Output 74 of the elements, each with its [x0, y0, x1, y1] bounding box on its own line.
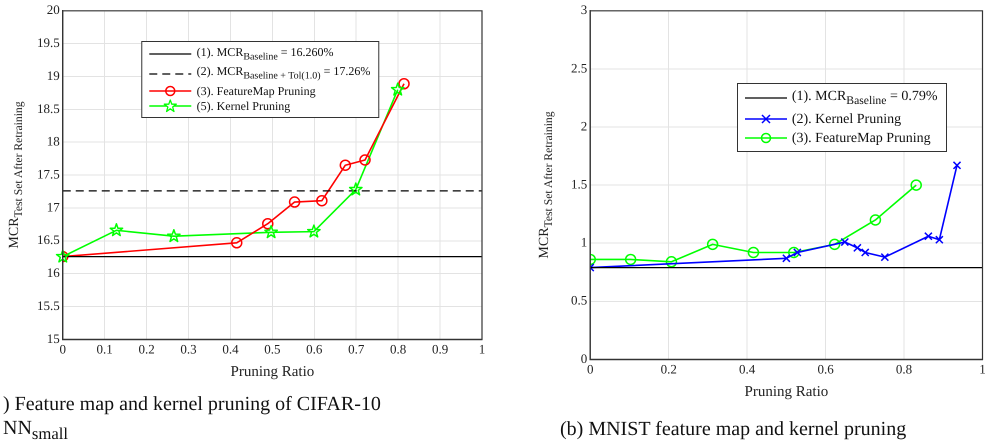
point	[782, 254, 791, 263]
x-tick-label: 0.5	[264, 342, 280, 357]
point	[166, 228, 181, 242]
text: ) Feature map and kernel pruning of CIFAR-10 NN$_{small}$	[3, 392, 382, 445]
point	[398, 78, 410, 90]
point	[624, 254, 636, 266]
point	[56, 249, 70, 263]
point	[788, 246, 800, 258]
point	[340, 159, 352, 171]
y-tick-label: 19.5	[37, 35, 60, 50]
point	[230, 237, 242, 249]
point	[828, 238, 840, 250]
legend-label: (2). Kernel Pruning	[792, 110, 902, 129]
point	[853, 244, 862, 252]
y-tick-label: 1.5	[571, 176, 588, 192]
x-tick-label: 0.2	[660, 362, 677, 377]
point	[840, 238, 850, 246]
x-tick-label: 0.4	[222, 342, 240, 357]
y-tick-label: 16	[46, 265, 60, 280]
point	[748, 246, 760, 258]
point	[264, 225, 278, 238]
point	[262, 218, 274, 230]
point	[316, 194, 328, 206]
point	[935, 235, 944, 244]
point	[288, 196, 300, 208]
point	[924, 232, 933, 241]
y-tick-label: 15.5	[37, 298, 60, 313]
point	[109, 223, 124, 236]
point	[910, 179, 922, 191]
y-tick-label: 17.5	[37, 166, 60, 182]
point	[706, 238, 718, 250]
legend-label: (1). MCR$_{Baseline}$ = 0.79%	[792, 88, 938, 109]
y-tick-label: 18	[46, 134, 60, 149]
x-tick-label: 0.3	[180, 342, 197, 357]
x-tick-label: 0.1	[96, 342, 113, 357]
point	[666, 256, 678, 268]
x-tick-label: 0.6	[306, 342, 323, 357]
point	[390, 82, 405, 96]
point	[880, 252, 890, 262]
x-tick-label: 0.2	[138, 342, 155, 357]
point	[348, 182, 363, 196]
y-tick-label: 15	[46, 330, 60, 346]
y-tick-label: 3	[580, 2, 588, 18]
point	[793, 248, 802, 257]
x-tick-label: 0.9	[432, 342, 448, 357]
x-tick-label: 0.6	[817, 362, 834, 377]
y-tick-label: 16.5	[37, 232, 60, 248]
x-tick-label: 0.7	[348, 342, 365, 357]
x-axis-title: Pruning Ratio	[230, 364, 314, 380]
y-tick-label: 19	[46, 68, 60, 83]
x-tick-label: 1	[979, 362, 986, 377]
legend-label: (3). FeatureMap Pruning	[792, 130, 931, 148]
y-tick-label: 20	[46, 2, 60, 18]
point	[860, 248, 870, 257]
legend-label: (5). Kernel Pruning	[196, 98, 290, 114]
legend-label: (3). FeatureMap Pruning	[196, 84, 316, 99]
point	[306, 224, 321, 238]
x-axis-title: Pruning Ratio	[744, 384, 828, 400]
x-tick-label: 1	[478, 342, 486, 357]
point	[952, 161, 962, 170]
legend-label: (2). MCR$_{Baseline + Tol(1.0)}$ = 17.26%	[196, 64, 370, 84]
y-tick-label: 18.5	[37, 100, 60, 116]
y-tick-label: 1	[580, 234, 588, 250]
point	[870, 214, 882, 226]
y-tick-label: 2.5	[571, 60, 588, 76]
text: (b) MNIST feature map and kernel pruning	[560, 417, 908, 441]
point	[359, 154, 371, 166]
legend-label: (1). MCR$_{Baseline}$ = 16.260%	[196, 44, 334, 64]
y-tick-label: 2	[580, 118, 588, 134]
y-tick-label: 17	[46, 199, 60, 214]
x-tick-label: 0.4	[739, 362, 756, 377]
x-tick-label: 0.8	[390, 342, 406, 357]
y-tick-label: 0.5	[571, 292, 588, 308]
x-tick-label: 0.8	[896, 362, 912, 377]
